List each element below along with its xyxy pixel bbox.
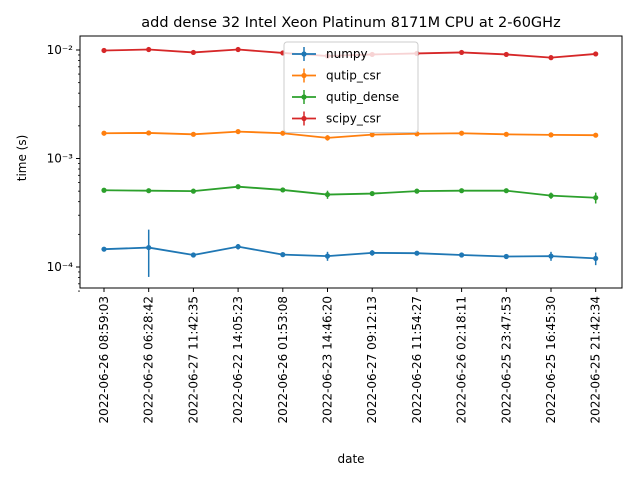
x-tick-label: 2022-06-27 09:12:13 bbox=[365, 296, 379, 423]
plot-area: 10⁻⁴ 10⁻³ 10⁻² 2022-06-26 08:59:03 2022-06-2… bbox=[47, 43, 603, 423]
data-point bbox=[101, 246, 107, 252]
data-point bbox=[324, 191, 331, 198]
y-tick-label: 10⁻² bbox=[47, 43, 74, 57]
data-point bbox=[548, 132, 554, 138]
x-tick-label: 2022-06-26 01:53:08 bbox=[276, 296, 290, 423]
data-point bbox=[593, 255, 599, 262]
data-point bbox=[414, 250, 420, 256]
y-tick-label: 10⁻⁴ bbox=[47, 260, 74, 274]
x-tick-label: 2022-06-26 02:18:11 bbox=[455, 296, 469, 423]
data-point bbox=[146, 244, 152, 251]
legend-label: qutip_csr bbox=[326, 69, 381, 83]
data-point bbox=[235, 128, 241, 135]
data-point bbox=[593, 51, 599, 57]
legend-swatch-marker bbox=[301, 72, 307, 79]
x-tick-label: 2022-06-26 08:59:03 bbox=[97, 296, 111, 423]
data-point bbox=[503, 253, 509, 260]
data-point bbox=[593, 195, 599, 201]
legend-swatch-marker bbox=[301, 51, 307, 57]
data-point bbox=[459, 130, 465, 136]
data-point bbox=[324, 253, 331, 259]
series-qutip_dense bbox=[101, 184, 599, 204]
data-point bbox=[369, 250, 375, 256]
data-point bbox=[146, 46, 152, 53]
x-tick-label: 2022-06-26 06:28:42 bbox=[142, 296, 156, 423]
y-axis-label: time (s) bbox=[15, 135, 29, 182]
data-point bbox=[503, 188, 509, 194]
data-point bbox=[369, 190, 375, 197]
data-point bbox=[235, 46, 241, 53]
x-tick-label: 2022-06-27 11:42:35 bbox=[186, 296, 200, 423]
data-point bbox=[146, 130, 152, 136]
plot-frame bbox=[79, 35, 623, 289]
x-axis-label: date bbox=[337, 452, 364, 466]
data-point bbox=[190, 49, 196, 56]
legend-label: qutip_dense bbox=[326, 90, 399, 104]
series-qutip_csr bbox=[101, 128, 599, 141]
data-point bbox=[190, 131, 196, 137]
data-point bbox=[190, 188, 196, 194]
chart-title: add dense 32 Intel Xeon Platinum 8171M C… bbox=[141, 15, 560, 31]
data-point bbox=[369, 132, 375, 138]
data-point bbox=[593, 132, 599, 138]
series-line bbox=[103, 130, 596, 139]
data-point bbox=[459, 49, 465, 56]
data-point bbox=[324, 135, 331, 141]
data-point bbox=[280, 130, 286, 136]
x-tick-label: 2022-06-25 23:47:53 bbox=[499, 296, 513, 423]
data-point bbox=[280, 187, 286, 193]
data-point bbox=[146, 188, 152, 194]
legend-label: scipy_csr bbox=[326, 112, 381, 126]
data-point bbox=[503, 51, 509, 58]
legend-label: numpy bbox=[326, 47, 368, 61]
data-point bbox=[503, 131, 509, 137]
legend-swatch-marker bbox=[301, 94, 307, 100]
legend-swatch-marker bbox=[301, 115, 307, 122]
data-point bbox=[548, 253, 554, 259]
data-point bbox=[548, 193, 554, 199]
data-point bbox=[548, 55, 554, 61]
data-point bbox=[235, 184, 241, 190]
data-point bbox=[459, 252, 465, 258]
series-line bbox=[103, 245, 596, 260]
x-tick-label: 2022-06-23 14:46:20 bbox=[321, 296, 335, 423]
series-numpy bbox=[101, 229, 599, 277]
data-point bbox=[235, 244, 241, 250]
x-tick-label: 2022-06-25 16:45:30 bbox=[544, 296, 558, 423]
x-tick-label: 2022-06-22 14:05:23 bbox=[231, 296, 245, 423]
x-tick-label: 2022-06-25 21:42:34 bbox=[589, 296, 603, 423]
data-point bbox=[414, 188, 420, 194]
legend-box bbox=[283, 41, 419, 133]
series-line bbox=[103, 185, 596, 199]
data-point bbox=[101, 47, 107, 54]
data-point bbox=[459, 188, 465, 194]
legend: numpy qutip_csr qutip_dense scipy_csr bbox=[283, 41, 419, 133]
data-point bbox=[280, 252, 286, 258]
data-point bbox=[190, 252, 196, 258]
x-tick-label: 2022-06-26 11:54:27 bbox=[410, 296, 424, 423]
data-point bbox=[101, 130, 107, 136]
y-tick-label: 10⁻³ bbox=[47, 152, 74, 166]
data-point bbox=[101, 187, 107, 193]
